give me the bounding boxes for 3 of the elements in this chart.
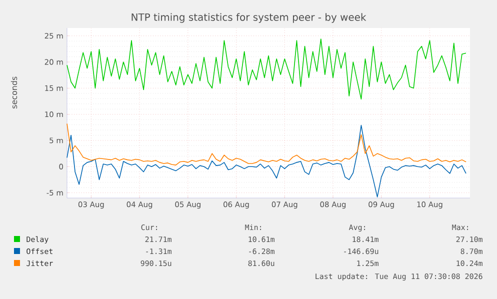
chart-title: NTP timing statistics for system peer - by week (132, 13, 366, 23)
line-series (66, 124, 466, 198)
line-series (66, 38, 466, 100)
